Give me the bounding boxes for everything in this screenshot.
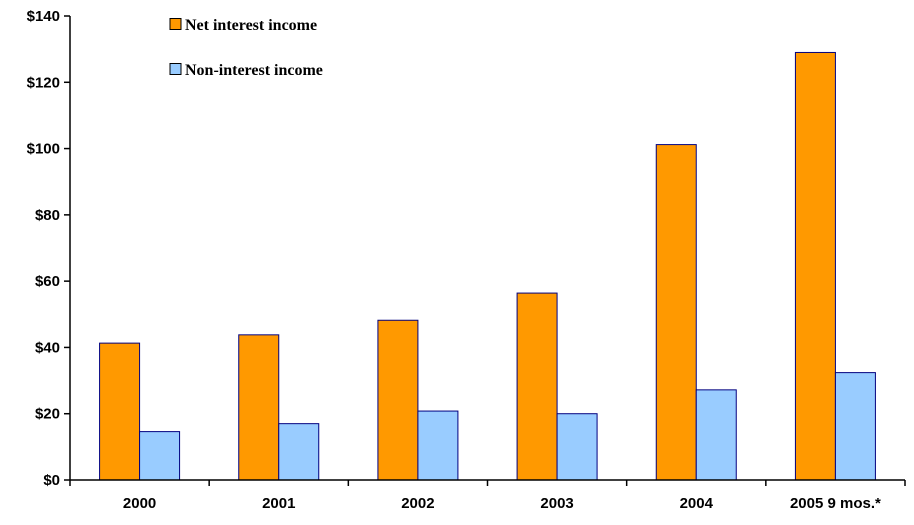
- legend-swatch-non-interest-income: [169, 63, 182, 75]
- y-tick-label: $100: [27, 141, 60, 158]
- x-tick-label: 2005 9 mos.*: [790, 495, 881, 512]
- y-axis-ticks: $0 $20 $40 $60 $80 $100 $120 $140: [27, 8, 70, 489]
- x-tick-label: 2001: [262, 495, 295, 512]
- y-tick-label: $120: [27, 74, 60, 91]
- bar-net-interest-income: [238, 334, 280, 481]
- x-tick-label: 2000: [123, 495, 156, 512]
- bars-group: [99, 51, 876, 481]
- y-tick-label: $20: [35, 406, 60, 423]
- legend-label-non-interest-income: Non-interest income: [185, 62, 323, 79]
- legend: Net interest income Non-interest income: [169, 17, 323, 79]
- x-tick-label: 2002: [401, 495, 434, 512]
- bar-non-interest-income: [556, 413, 598, 481]
- bar-non-interest-income: [834, 372, 876, 481]
- legend-swatch-net-interest-income: [169, 18, 182, 30]
- bar-net-interest-income: [655, 144, 697, 481]
- y-tick-label: $0: [43, 472, 60, 489]
- bar-net-interest-income: [794, 51, 836, 481]
- bar-non-interest-income: [278, 423, 320, 481]
- bar-net-interest-income: [99, 342, 141, 481]
- x-tick-label: 2004: [680, 495, 714, 512]
- x-axis-ticks: 2000 2001 2002 2003 2004 2005 9 mos.*: [69, 480, 906, 512]
- bar-net-interest-income: [377, 319, 419, 481]
- y-tick-label: $140: [27, 8, 60, 25]
- y-tick-label: $80: [35, 207, 60, 224]
- y-tick-label: $60: [35, 273, 60, 290]
- bar-non-interest-income: [695, 389, 737, 481]
- bar-non-interest-income: [417, 410, 459, 481]
- bar-net-interest-income: [516, 292, 558, 481]
- x-tick-label: 2003: [540, 495, 573, 512]
- bar-non-interest-income: [139, 431, 181, 481]
- legend-label-net-interest-income: Net interest income: [185, 17, 317, 34]
- y-tick-label: $40: [35, 339, 60, 356]
